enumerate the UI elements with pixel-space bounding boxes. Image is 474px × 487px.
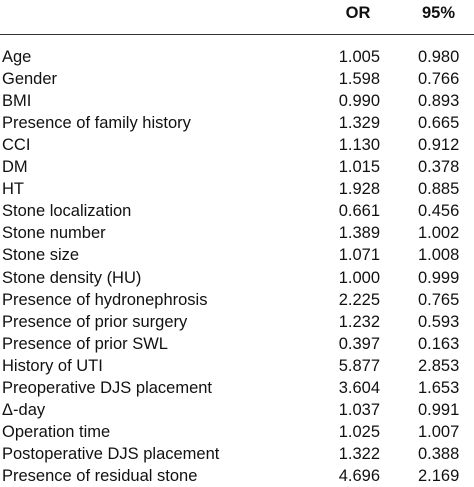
or-value: 3.604 (338, 378, 380, 397)
or-value: 1.389 (338, 224, 380, 243)
ci-value: 0.378 (418, 158, 460, 177)
row-label: Presence of residual stone (2, 466, 198, 485)
or-value: 1.232 (338, 312, 380, 331)
row-label: CCI (2, 136, 31, 155)
or-value: 1.071 (338, 246, 380, 265)
row-label: Preoperative DJS placement (2, 378, 213, 397)
row-label: HT (2, 180, 24, 199)
ci-value: 0.456 (418, 202, 460, 221)
ci-value: 0.163 (418, 334, 460, 353)
ci-value: 0.593 (418, 312, 460, 331)
row-label: Stone density (HU) (2, 268, 142, 287)
ci-value: 0.912 (418, 136, 460, 155)
row-label: Postoperative DJS placement (2, 444, 220, 463)
ci-value: 0.766 (418, 70, 460, 89)
ci-value: 0.388 (418, 444, 460, 463)
or-value: 1.928 (338, 180, 380, 199)
ci-value: 0.980 (418, 48, 460, 66)
row-label: Stone localization (2, 202, 132, 221)
or-value: 1.322 (338, 444, 380, 463)
row-label: Operation time (2, 422, 111, 441)
ci-value: 0.765 (418, 290, 460, 309)
or-value: 1.329 (338, 114, 380, 133)
or-value: 4.696 (338, 466, 380, 485)
ci-value: 2.853 (418, 356, 460, 375)
or-value: 0.990 (338, 92, 380, 111)
ci-value: 1.008 (418, 246, 460, 265)
ci-value: 0.665 (418, 114, 460, 133)
row-label: BMI (2, 92, 32, 111)
row-label: Gender (2, 70, 58, 89)
row-label: Presence of prior SWL (2, 334, 168, 353)
row-label: DM (2, 158, 28, 177)
or-value: 0.397 (338, 334, 380, 353)
ci-value: 0.885 (418, 180, 460, 199)
or-value: 1.037 (338, 400, 380, 419)
row-label: Presence of prior surgery (2, 312, 188, 331)
row-label: Stone number (2, 224, 106, 243)
or-value: 1.598 (338, 70, 380, 89)
row-label: Δ-day (2, 400, 46, 419)
row-label: Presence of hydronephrosis (2, 290, 208, 309)
ci-value: 1.653 (418, 378, 460, 397)
or-value: 5.877 (338, 356, 380, 375)
row-label: History of UTI (2, 356, 103, 375)
column-header: 95% (422, 4, 456, 22)
or-value: 1.025 (338, 422, 380, 441)
ci-value: 0.999 (418, 268, 460, 287)
ci-value: 0.991 (418, 400, 460, 419)
or-value: 1.015 (338, 158, 380, 177)
or-value: 1.000 (338, 268, 380, 287)
or-value: 0.661 (338, 202, 380, 221)
or-value: 1.130 (338, 136, 380, 155)
row-label: Stone size (2, 246, 80, 265)
ci-value: 1.007 (418, 422, 460, 441)
column-header: OR (345, 4, 371, 22)
or-value: 2.225 (338, 290, 380, 309)
row-label: Age (2, 48, 32, 66)
row-label: Presence of family history (2, 114, 191, 133)
header-rule (0, 34, 474, 35)
ci-value: 0.893 (418, 92, 460, 111)
ci-value: 2.169 (418, 466, 460, 485)
ci-value: 1.002 (418, 224, 460, 243)
or-value: 1.005 (338, 48, 380, 66)
